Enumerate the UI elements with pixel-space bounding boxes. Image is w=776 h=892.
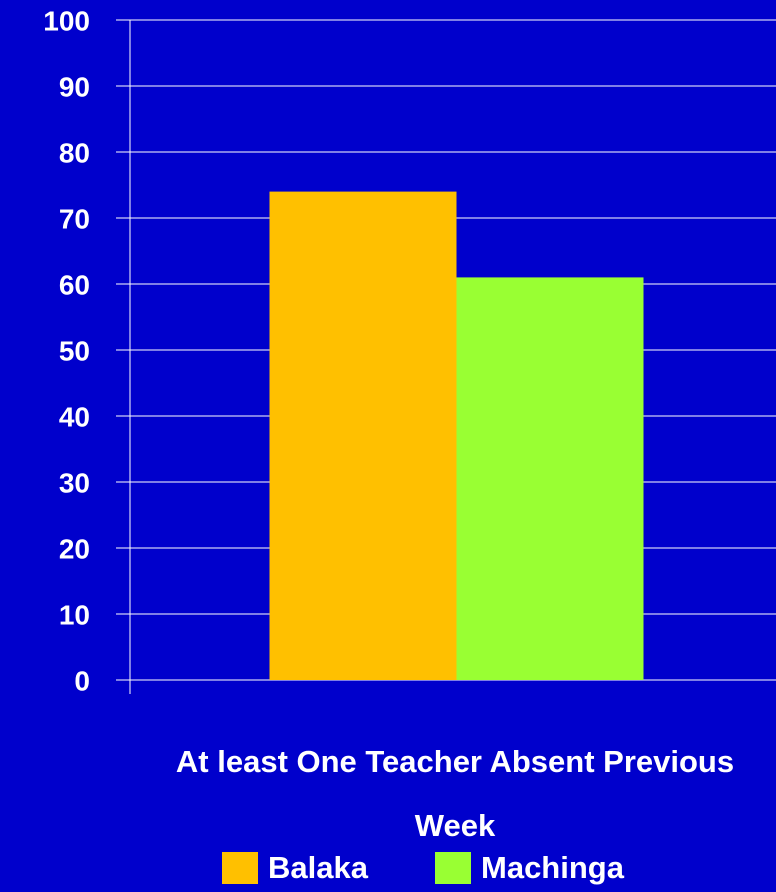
y-tick-label: 80 (59, 137, 90, 168)
legend-label: Machinga (481, 850, 625, 885)
x-category-label: At least One Teacher Absent Previous Wee… (175, 744, 735, 843)
legend-swatch (222, 852, 258, 884)
y-tick-label: 50 (59, 335, 90, 366)
y-tick-label: 60 (59, 269, 90, 300)
y-tick-label: 90 (59, 71, 90, 102)
y-tick-label: 0 (74, 665, 90, 696)
bar (456, 277, 644, 680)
legend-swatch (435, 852, 471, 884)
y-tick-label: 20 (59, 533, 90, 564)
y-tick-label: 30 (59, 467, 90, 498)
y-tick-label: 10 (59, 599, 90, 630)
y-tick-label: 40 (59, 401, 90, 432)
legend-label: Balaka (268, 850, 369, 885)
y-tick-label: 70 (59, 203, 90, 234)
bar (269, 191, 457, 680)
y-tick-label: 100 (43, 5, 90, 36)
